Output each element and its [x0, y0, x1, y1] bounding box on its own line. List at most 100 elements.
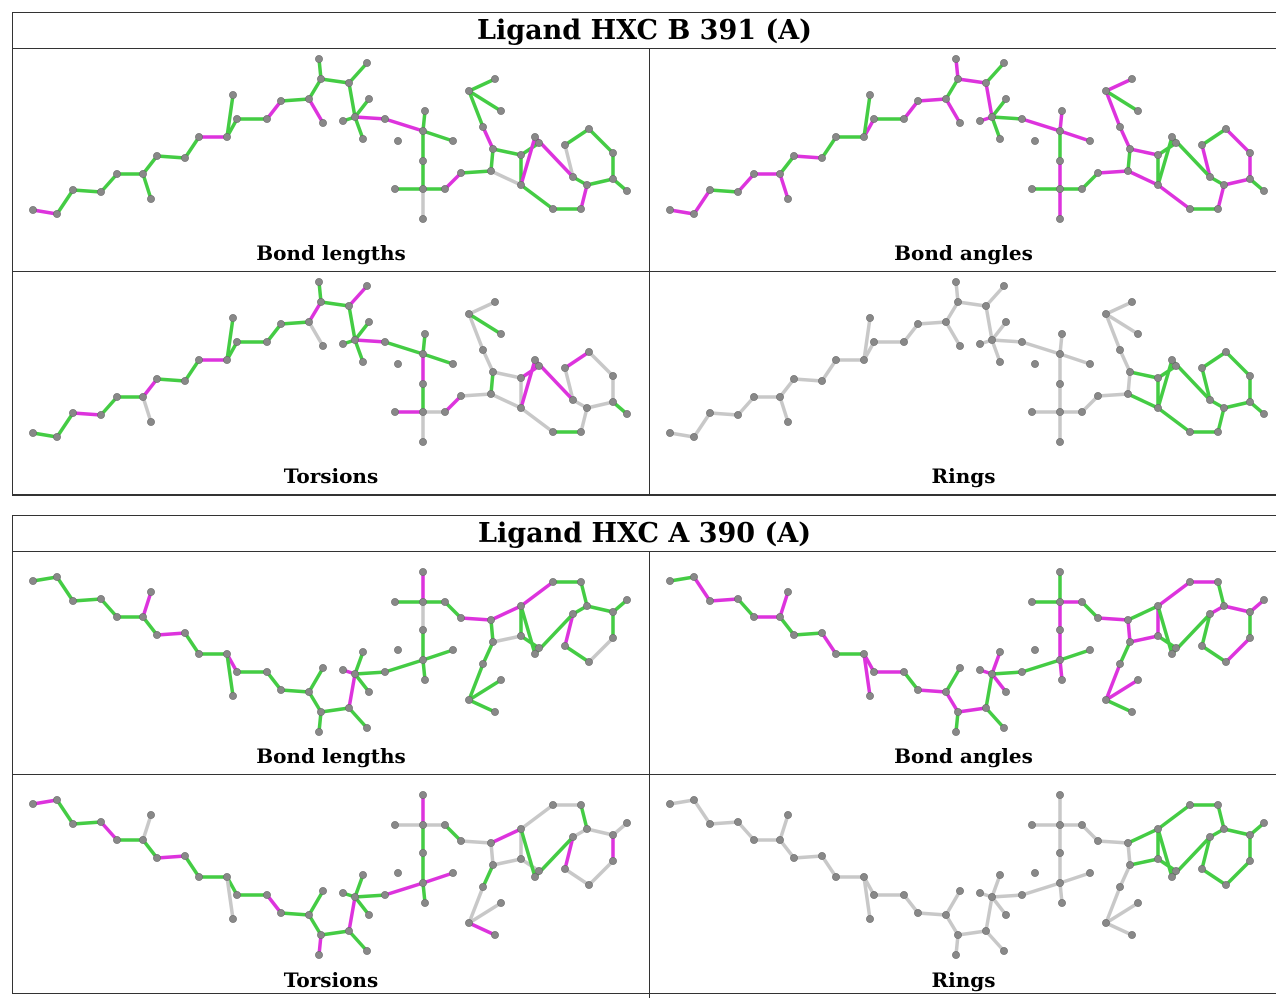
atom	[1056, 656, 1064, 664]
atom	[489, 638, 497, 646]
bond	[307, 97, 325, 125]
atom	[952, 728, 960, 736]
atom	[776, 836, 784, 844]
bond	[563, 143, 575, 179]
panel: Bond lengths	[13, 49, 650, 272]
atom	[363, 947, 371, 955]
atom	[577, 428, 585, 436]
bond	[1200, 835, 1212, 871]
atom	[1214, 801, 1222, 809]
atom	[750, 393, 758, 401]
bond	[279, 97, 311, 103]
atom	[1154, 825, 1162, 833]
atom	[952, 951, 960, 959]
bond	[31, 798, 59, 806]
bond	[183, 135, 201, 160]
atom	[457, 169, 465, 177]
atom	[1002, 95, 1010, 103]
atom	[457, 837, 465, 845]
atom	[609, 608, 617, 616]
atom	[223, 873, 231, 881]
atom	[1128, 75, 1136, 83]
atom	[549, 801, 557, 809]
atom	[535, 867, 543, 875]
bond	[353, 338, 387, 344]
bond	[736, 395, 756, 417]
bond	[990, 115, 1002, 141]
atom	[832, 133, 840, 141]
bond	[692, 575, 712, 603]
atom	[954, 75, 962, 83]
atom	[1056, 185, 1064, 193]
atom	[609, 398, 617, 406]
bond	[459, 392, 493, 398]
panel: Rings	[650, 272, 1276, 495]
bond	[383, 658, 425, 674]
atom	[1078, 598, 1086, 606]
atom	[465, 696, 473, 704]
atom	[1154, 632, 1162, 640]
bond	[1156, 183, 1192, 211]
bond	[563, 366, 575, 402]
atom	[1000, 724, 1008, 732]
atom	[577, 801, 585, 809]
atom	[517, 404, 525, 412]
atom	[790, 375, 798, 383]
atom	[818, 154, 826, 162]
bond	[307, 889, 325, 917]
atom	[1246, 149, 1254, 157]
atom	[319, 664, 327, 672]
bond	[1200, 612, 1212, 648]
bond	[1126, 604, 1160, 622]
atom	[1078, 408, 1086, 416]
atom	[1222, 348, 1230, 356]
bond	[778, 813, 790, 842]
atom	[263, 115, 271, 123]
bond	[307, 666, 325, 694]
bond	[347, 61, 369, 85]
atom	[1028, 185, 1036, 193]
atom	[421, 899, 429, 907]
bond	[916, 911, 948, 917]
atom	[1222, 125, 1230, 133]
bond	[1104, 698, 1134, 714]
bond	[183, 358, 201, 383]
atom	[1102, 696, 1110, 704]
atom	[609, 149, 617, 157]
atom	[497, 899, 505, 907]
bond	[579, 580, 589, 608]
bond	[155, 631, 187, 637]
atom	[315, 728, 323, 736]
atom	[419, 568, 427, 576]
atom	[1086, 137, 1094, 145]
atom	[381, 338, 389, 346]
atom	[585, 881, 593, 889]
atom	[147, 195, 155, 203]
atom	[666, 577, 674, 585]
molecule-image	[666, 791, 1268, 959]
atom	[1128, 298, 1136, 306]
atom	[690, 433, 698, 441]
atom	[1031, 869, 1039, 877]
atom	[1000, 947, 1008, 955]
bond	[71, 820, 103, 826]
bond	[225, 875, 235, 921]
atom	[491, 75, 499, 83]
atom	[1246, 634, 1254, 642]
atom	[97, 188, 105, 196]
bond	[990, 338, 1002, 364]
atom	[394, 869, 402, 877]
atom	[956, 887, 964, 895]
atom	[1172, 139, 1180, 147]
atom	[870, 668, 878, 676]
atom	[419, 185, 427, 193]
atom	[53, 573, 61, 581]
bond	[347, 929, 369, 953]
atom	[517, 602, 525, 610]
bond	[1104, 901, 1140, 925]
bond	[347, 284, 369, 308]
atom	[1246, 175, 1254, 183]
atom	[784, 418, 792, 426]
atom	[531, 133, 539, 141]
atom	[421, 330, 429, 338]
